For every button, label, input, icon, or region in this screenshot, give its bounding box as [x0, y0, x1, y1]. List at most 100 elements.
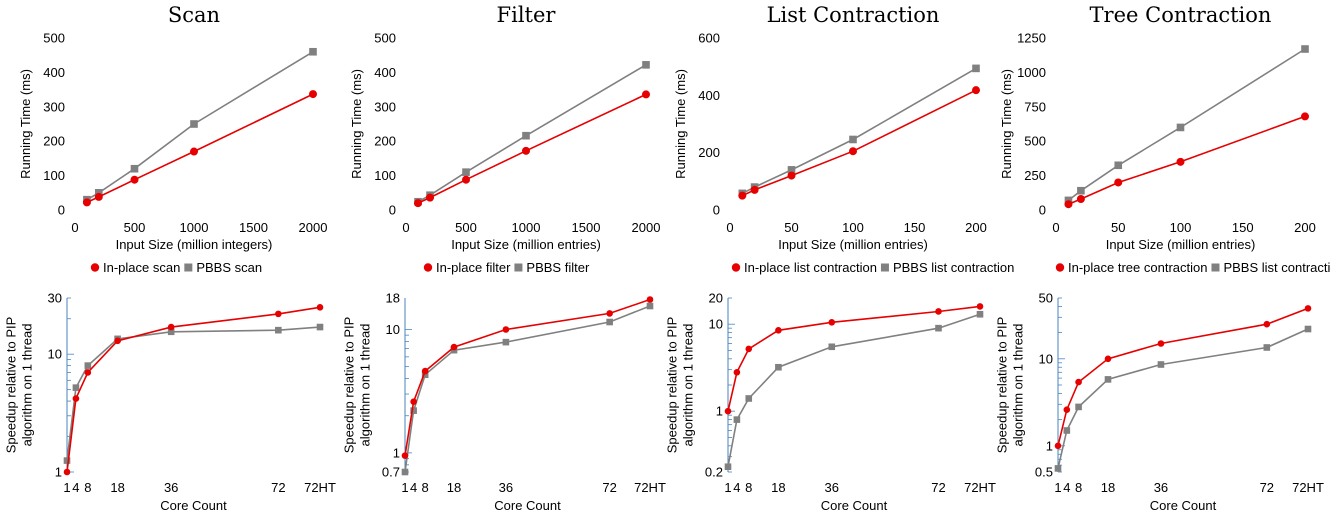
data-point	[1054, 465, 1062, 472]
series-line	[1068, 48, 1306, 202]
legend-marker	[90, 263, 100, 272]
y-axis-label: Running Time (ms)	[999, 69, 1014, 179]
data-point	[95, 189, 103, 197]
data-point	[309, 47, 317, 56]
data-point	[606, 310, 613, 317]
x-tick-label: 36	[1154, 480, 1168, 495]
panel-title: List Contraction	[767, 3, 940, 27]
legend-label: PBBS filter	[526, 260, 590, 275]
data-point	[130, 175, 139, 184]
data-point	[976, 303, 984, 310]
y-axis-label: Speedup relative to PIPalgorithm on 1 th…	[342, 317, 373, 454]
y-axis-label: Running Time (ms)	[673, 69, 688, 179]
y-axis-label: Running Time (ms)	[18, 69, 33, 179]
data-point	[63, 468, 71, 476]
series-line	[1068, 115, 1306, 205]
series-line	[1057, 307, 1309, 446]
x-tick-label: 18	[1101, 480, 1115, 495]
x-tick-label: 1500	[572, 220, 601, 235]
data-point	[935, 324, 942, 332]
data-point	[502, 338, 510, 346]
panel-title: Scan	[168, 3, 220, 27]
data-point	[72, 384, 80, 391]
data-point	[401, 452, 409, 459]
runtime-panel-3: List Contraction 0 200 400 600 0 50 100 150 200 In…	[673, 3, 1014, 275]
y-axis-label-line: Speedup relative to PIP	[995, 317, 1010, 454]
y-tick-label: 250	[1024, 168, 1046, 183]
legend-label: In-place list contraction	[744, 260, 877, 275]
x-axis-label: Input Size (million entries)	[451, 237, 601, 252]
y-tick-label: 500	[374, 31, 396, 46]
data-point	[426, 193, 434, 202]
data-point	[775, 363, 782, 371]
y-axis-label: Running Time (ms)	[349, 69, 364, 179]
x-tick-label: 1	[724, 480, 731, 495]
x-tick-label: 2000	[632, 220, 661, 235]
data-point	[410, 398, 417, 405]
data-point	[745, 395, 753, 402]
x-tick-label: 36	[164, 480, 178, 495]
data-point	[190, 120, 198, 128]
series-line	[741, 67, 977, 195]
legend-label: PBBS list contraction	[1223, 260, 1331, 275]
data-point	[1114, 178, 1123, 187]
y-tick-label: 0	[58, 203, 65, 218]
y-tick-label: 600	[698, 31, 720, 46]
x-tick-label: 72HT	[634, 480, 666, 495]
y-tick-label: 10	[1039, 351, 1053, 366]
series-line	[404, 305, 651, 473]
series-line	[86, 51, 314, 201]
x-tick-label: 0	[71, 220, 78, 235]
x-tick-label: 150	[904, 220, 926, 235]
data-point	[82, 198, 91, 207]
data-point	[972, 86, 980, 95]
data-point	[646, 296, 654, 303]
runtime-panel-4: Tree Contraction 0 250 500 750 1000 1250 0 50 100…	[999, 3, 1331, 275]
x-tick-label: 72	[271, 480, 285, 495]
y-tick-label: 1	[55, 465, 62, 480]
x-tick-label: 18	[447, 480, 461, 495]
data-point	[84, 369, 92, 376]
x-tick-label: 50	[1111, 220, 1125, 235]
x-tick-label: 72HT	[964, 480, 996, 495]
y-axis-label-line: algorithm on 1 thread	[1010, 324, 1025, 447]
y-axis-label: Speedup relative to PIPalgorithm on 1 th…	[4, 317, 35, 454]
data-point	[828, 319, 836, 326]
data-point	[1054, 442, 1062, 450]
y-tick-label: 0.7	[382, 465, 400, 480]
y-tick-label: 10	[48, 347, 62, 362]
y-axis-label: Speedup relative to PIPalgorithm on 1 th…	[665, 317, 696, 454]
data-point	[1104, 376, 1112, 383]
x-tick-label: 200	[965, 220, 987, 235]
x-tick-label: 36	[499, 480, 513, 495]
x-tick-label: 2000	[299, 220, 328, 235]
y-tick-label: 100	[43, 168, 65, 183]
x-tick-label: 1000	[512, 220, 541, 235]
legend-marker	[184, 263, 193, 272]
y-axis-label-line: algorithm on 1 thread	[680, 324, 695, 447]
x-tick-label: 0	[1052, 220, 1059, 235]
series-line	[1057, 328, 1309, 469]
x-tick-label: 8	[745, 480, 752, 495]
data-point	[738, 191, 747, 200]
x-axis-label: Core Count	[494, 498, 561, 513]
data-point	[275, 326, 282, 334]
runtime-panel-2: Filter 0 100 200 300 400 500 0 500 1000 1500 2000 In…	[349, 3, 660, 275]
y-tick-label: 400	[374, 65, 396, 80]
data-point	[646, 302, 654, 310]
data-point	[642, 90, 650, 99]
legend-marker	[423, 263, 433, 272]
series-line	[66, 326, 321, 461]
x-tick-label: 0	[726, 220, 733, 235]
y-tick-label: 0	[713, 203, 720, 218]
y-tick-label: 1	[1046, 438, 1053, 453]
x-tick-label: 50	[784, 220, 798, 235]
y-tick-label: 1	[716, 404, 723, 419]
series-line	[727, 305, 981, 412]
x-tick-label: 1000	[180, 220, 209, 235]
data-point	[750, 185, 759, 194]
x-axis-label: Input Size (million entries)	[1106, 237, 1256, 252]
data-point	[1114, 161, 1123, 170]
